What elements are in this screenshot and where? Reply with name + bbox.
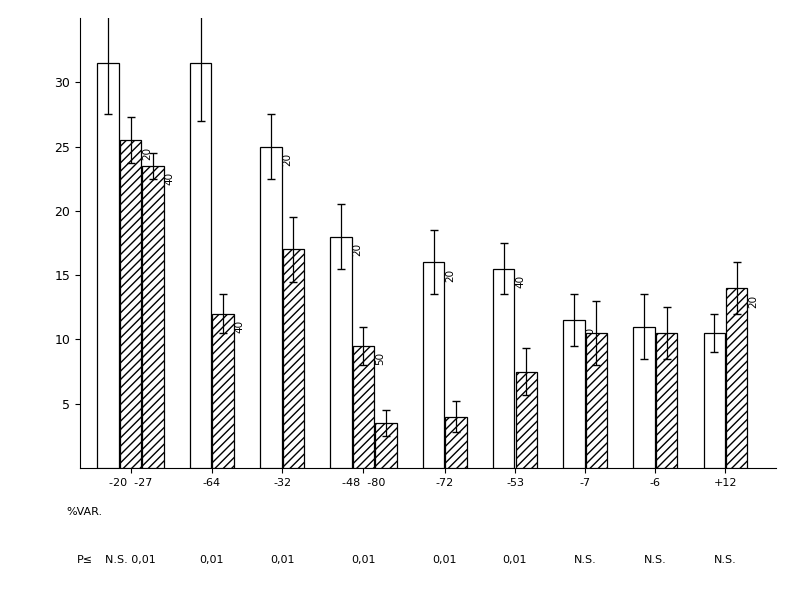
Text: P≤: P≤ <box>77 556 93 565</box>
Bar <box>213 314 234 468</box>
Bar <box>634 326 654 468</box>
Text: N.S.: N.S. <box>644 556 666 565</box>
Text: 20: 20 <box>446 269 455 282</box>
Bar <box>493 269 514 468</box>
Bar <box>98 63 118 468</box>
Text: N.S.: N.S. <box>574 556 597 565</box>
Text: 40: 40 <box>165 172 174 185</box>
Text: 0,01: 0,01 <box>433 556 457 565</box>
Text: 20: 20 <box>749 295 758 308</box>
Text: 40: 40 <box>515 275 526 288</box>
Bar <box>703 333 725 468</box>
Text: 0,01: 0,01 <box>270 556 294 565</box>
Bar <box>190 63 211 468</box>
Bar <box>120 140 141 468</box>
Text: 0,01: 0,01 <box>502 556 527 565</box>
Text: 20: 20 <box>586 326 596 340</box>
Bar <box>142 166 164 468</box>
Text: %VAR.: %VAR. <box>66 506 102 517</box>
Text: N.S. 0,01: N.S. 0,01 <box>105 556 156 565</box>
Bar <box>282 250 304 468</box>
Text: 0,01: 0,01 <box>351 556 376 565</box>
Text: 50: 50 <box>375 352 385 365</box>
Bar <box>260 146 282 468</box>
Bar <box>656 333 678 468</box>
Text: 20: 20 <box>656 333 666 346</box>
Bar <box>726 288 747 468</box>
Text: 20: 20 <box>282 153 293 166</box>
Bar <box>515 371 537 468</box>
Bar <box>423 262 444 468</box>
Bar <box>353 346 374 468</box>
Text: 20: 20 <box>353 243 362 256</box>
Bar <box>446 416 466 468</box>
Text: 40: 40 <box>235 320 245 333</box>
Bar <box>375 423 397 468</box>
Text: N.S.: N.S. <box>714 556 737 565</box>
Bar <box>330 236 352 468</box>
Bar <box>563 320 585 468</box>
Bar <box>586 333 607 468</box>
Text: 20: 20 <box>142 146 152 160</box>
Text: 0,01: 0,01 <box>200 556 224 565</box>
